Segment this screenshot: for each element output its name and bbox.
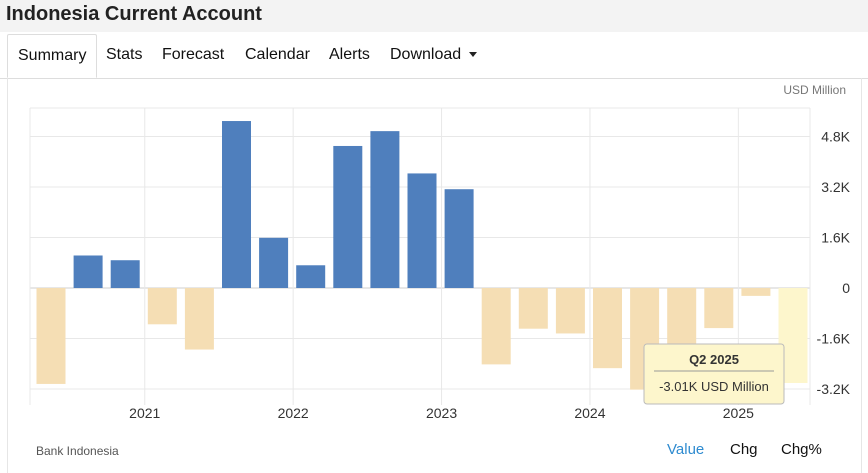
unit-label: USD Million — [783, 83, 846, 97]
bar-q4-2022 — [407, 173, 437, 288]
bar-q4-2024 — [704, 288, 734, 329]
tab-stats-label: Stats — [106, 46, 143, 63]
bar-q3-2022 — [370, 131, 400, 288]
tab-forecast-label: Forecast — [162, 46, 225, 63]
bar-q2-2021 — [184, 288, 214, 350]
mode-value-link[interactable]: Value — [667, 441, 705, 458]
chart-tooltip: Q2 2025 -3.01K USD Million — [643, 343, 785, 405]
tab-alerts-label: Alerts — [329, 46, 370, 63]
bar-q4-2020 — [110, 260, 140, 288]
x-tick-label: 2023 — [426, 405, 457, 421]
y-axis-labels: 4.8K 3.2K 1.6K 0 -1.6K -3.2K — [817, 129, 851, 398]
x-tick-label: 2024 — [574, 405, 605, 421]
bar-q1-2021 — [147, 288, 177, 325]
x-tick-label: 2025 — [723, 405, 754, 421]
mode-chg-link[interactable]: Chg — [730, 441, 758, 458]
tab-summary-label: Summary — [18, 47, 87, 64]
mode-chgpct-link[interactable]: Chg% — [781, 441, 822, 458]
bar-q2-2020 — [36, 288, 66, 384]
title-bar: Indonesia Current Account — [0, 0, 868, 32]
chart-bars — [36, 121, 808, 390]
y-tick-label: 3.2K — [821, 179, 850, 195]
tab-stats[interactable]: Stats — [106, 34, 142, 77]
y-tick-label: 0 — [842, 280, 850, 296]
tab-calendar-label: Calendar — [245, 46, 310, 63]
y-tick-label: 4.8K — [821, 129, 850, 145]
tab-summary[interactable]: Summary — [7, 34, 98, 78]
bar-q4-2021 — [259, 237, 289, 288]
y-tick-label: 1.6K — [821, 230, 850, 246]
bar-q1-2025 — [741, 288, 771, 296]
tooltip-title: Q2 2025 — [689, 352, 739, 367]
chart-panel — [7, 78, 862, 473]
bar-q3-2021 — [222, 121, 251, 288]
bar-q3-2020 — [73, 255, 103, 288]
source-label: Bank Indonesia — [36, 444, 119, 458]
bar-q1-2024 — [593, 288, 622, 369]
tab-download-label: Download — [390, 46, 462, 63]
bar-q4-2023 — [555, 288, 585, 334]
x-tick-label: 2022 — [278, 405, 309, 421]
caret-down-icon — [469, 52, 478, 58]
tooltip-value: -3.01K USD Million — [659, 379, 769, 394]
bar-q1-2023 — [444, 189, 474, 288]
bar-q2-2023 — [481, 288, 511, 365]
y-tick-label: -1.6K — [817, 331, 851, 347]
tab-alerts[interactable]: Alerts — [329, 34, 370, 77]
x-tick-label: 2021 — [129, 405, 160, 421]
tab-forecast[interactable]: Forecast — [162, 34, 224, 77]
page-title: Indonesia Current Account — [6, 3, 262, 25]
bar-q2-2022 — [333, 145, 363, 288]
bar-q1-2022 — [296, 265, 326, 288]
tab-download[interactable]: Download — [390, 34, 478, 77]
tooltip-box — [643, 343, 785, 405]
tab-calendar[interactable]: Calendar — [245, 34, 310, 77]
y-tick-label: -3.2K — [817, 381, 851, 397]
x-axis-labels: 2021 2022 2023 2024 2025 — [129, 405, 754, 421]
bar-q3-2023 — [518, 288, 548, 329]
tab-bar: Summary Stats Forecast Calendar Alerts D… — [0, 34, 868, 79]
